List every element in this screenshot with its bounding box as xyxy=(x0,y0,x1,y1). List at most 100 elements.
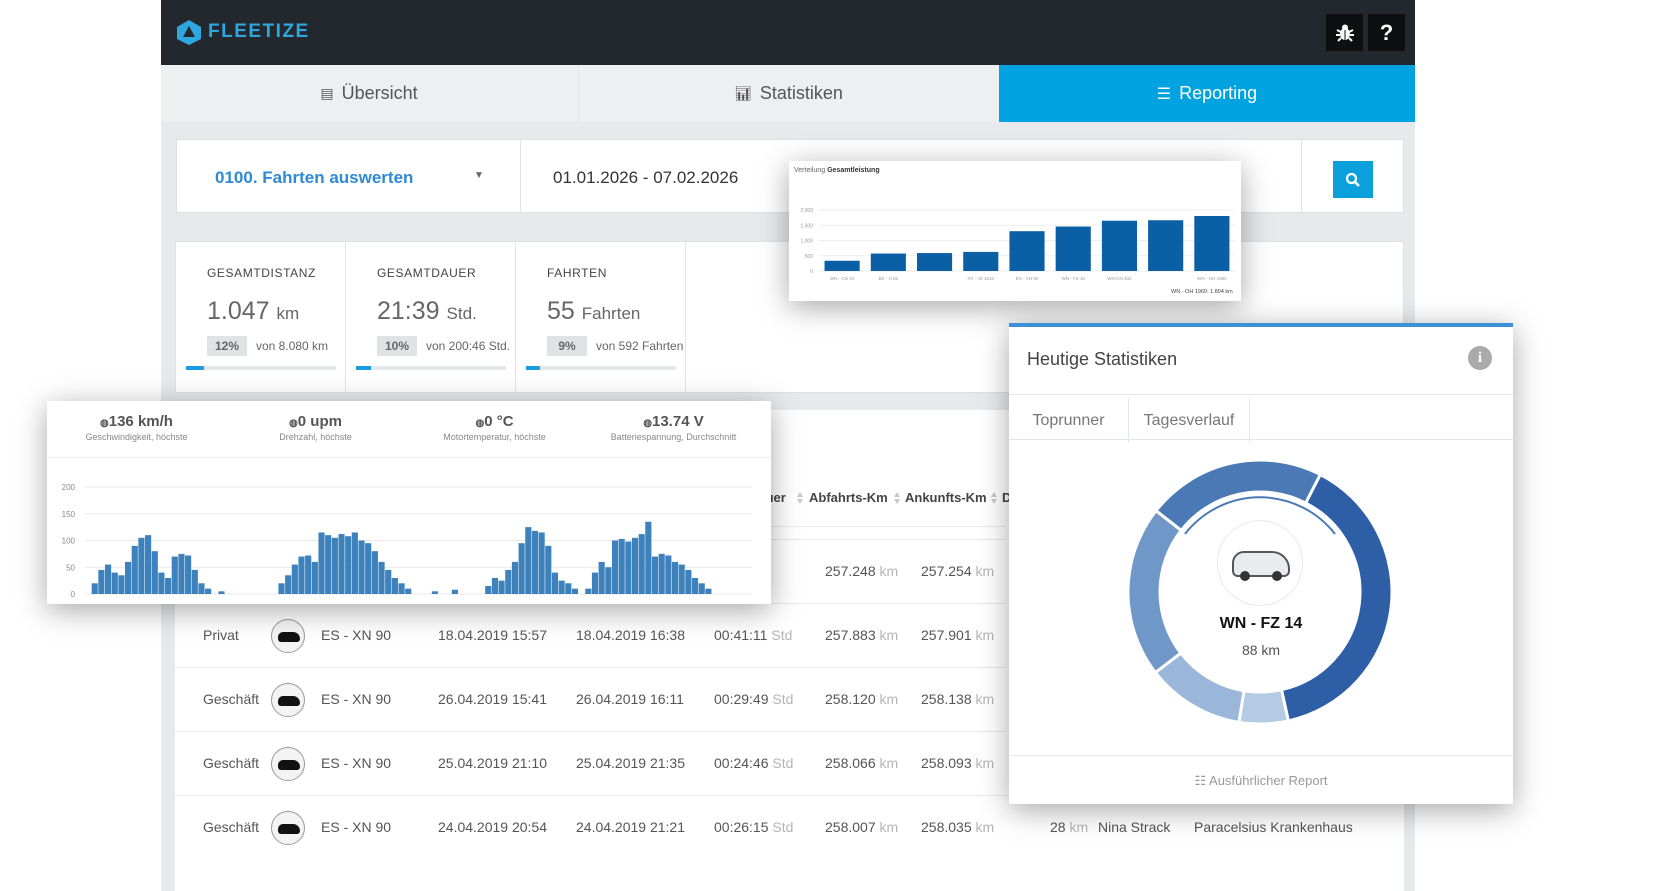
table-row[interactable]: Geschäft ES - XN 90 24.04.2019 20:54 24.04.… xyxy=(175,795,1404,859)
y-tick-label: 500 xyxy=(805,254,814,260)
speed-bar xyxy=(585,588,592,594)
distance: 28 km xyxy=(1050,819,1089,835)
column-header-arrival-km[interactable]: Ankunfts-Km xyxy=(905,490,987,505)
battery-icon: ◍ xyxy=(643,418,652,429)
tab-statistiken[interactable]: 📊︎ Statistiken xyxy=(578,65,998,122)
speed-bar xyxy=(491,577,499,594)
sort-icon[interactable] xyxy=(894,490,901,506)
arrival-km: 258.093 km xyxy=(921,755,995,771)
speed-bar xyxy=(685,569,692,594)
stat-label: GESAMTDAUER xyxy=(377,266,477,280)
brand-logo[interactable]: FLEETIZE xyxy=(208,21,310,42)
speed-bar xyxy=(218,591,225,594)
speed-bar xyxy=(331,537,338,594)
chevron-down-icon[interactable]: ▼ xyxy=(474,170,484,181)
speed-bar xyxy=(291,564,298,594)
vehicle-plate[interactable]: ES - XN 90 xyxy=(321,627,392,643)
speed-bar xyxy=(371,551,378,594)
donut-segment xyxy=(1279,472,1394,723)
vehicle-plate[interactable]: ES - XN 90 xyxy=(321,755,392,771)
speed-bar xyxy=(551,572,559,594)
donut-segment xyxy=(1126,508,1184,675)
date-range-input[interactable]: 01.01.2026 - 07.02.2026 xyxy=(553,168,739,187)
table-row[interactable]: Geschäft ES - XN 90 26.04.2019 15:41 26.04.… xyxy=(175,667,1005,731)
end-time: 24.04.2019 21:21 xyxy=(576,819,685,835)
speed-chart-popup: ◍136 km/h Geschwindigkeit, höchste ◍0 upm D… xyxy=(47,401,771,604)
departure-km: 257.248 km xyxy=(825,563,899,579)
tab-tagesverlauf[interactable]: Tagesverlauf xyxy=(1129,398,1250,443)
speed-bar xyxy=(678,564,685,594)
y-tick-label: 2,000 xyxy=(800,208,813,214)
info-icon[interactable]: i xyxy=(1468,346,1492,370)
stat-unit: km xyxy=(276,304,300,323)
panel-title: Heutige Statistiken xyxy=(1027,349,1178,369)
speed-bar xyxy=(358,540,365,594)
duration: 00:26:15 Std xyxy=(714,819,794,835)
sliders-icon: ☰ xyxy=(1156,85,1172,103)
trip-type: Geschäft xyxy=(203,755,260,771)
y-tick-label: 0 xyxy=(810,269,813,275)
speed-bar xyxy=(305,555,312,594)
duration: 00:41:11 Std xyxy=(714,627,793,643)
departure-km: 258.120 km xyxy=(825,691,899,707)
donut-segment xyxy=(1153,458,1323,533)
bar xyxy=(824,260,860,271)
stat-total-distance: GESAMTDISTANZ 1.047 km 12% von 8.080 km xyxy=(176,242,346,392)
speed-bar xyxy=(705,588,712,594)
stat-number: 21:39 xyxy=(377,297,440,325)
column-header-d[interactable]: D xyxy=(1002,490,1012,505)
stat-progress-bar xyxy=(356,366,506,370)
speed-bar xyxy=(625,541,632,594)
stat-trips: FAHRTEN 55 Fahrten 9% von 592 Fahrten xyxy=(516,242,686,392)
x-tick-label: NT - JS 1010 xyxy=(968,276,995,281)
stat-unit: Std. xyxy=(446,304,477,323)
speed-bar xyxy=(325,535,332,594)
selected-indicator xyxy=(1184,496,1336,535)
column-header-departure-km[interactable]: Abfahrts-Km xyxy=(809,490,888,505)
vehicle-image xyxy=(1217,520,1303,606)
speed-bar xyxy=(651,556,659,594)
stat-of: von 200:46 Std. xyxy=(426,339,511,353)
speed-bar xyxy=(671,561,679,594)
tab-uebersicht[interactable]: ▤ Übersicht xyxy=(161,65,577,122)
table-row[interactable]: Privat ES - XN 90 18.04.2019 15:57 18.04.20… xyxy=(175,603,1005,667)
vehicle-distance: 88 km xyxy=(1241,642,1281,658)
sort-icon[interactable] xyxy=(991,490,998,506)
tab-reporting[interactable]: ☰ Reporting xyxy=(999,65,1415,122)
chart-title: Verteilung Gesamtleistung xyxy=(794,167,880,174)
speed-bar xyxy=(351,532,358,594)
bug-report-button[interactable] xyxy=(1326,14,1363,51)
vehicle-plate[interactable]: ES - XN 90 xyxy=(321,819,392,835)
top-bar: FLEETIZE ? xyxy=(161,0,1415,65)
destination: Paracelsius Krankenhaus xyxy=(1194,819,1353,835)
kpi-1: ◍0 upm Drehzahl, höchste xyxy=(279,413,352,442)
speed-bar xyxy=(525,527,532,594)
help-button[interactable]: ? xyxy=(1368,14,1405,51)
stat-progress-bar xyxy=(526,366,676,370)
vehicle-plate[interactable]: ES - XN 90 xyxy=(321,691,392,707)
speed-bar xyxy=(498,580,505,594)
speed-bar xyxy=(298,556,305,594)
x-tick-label: WN-CN 332 xyxy=(1107,276,1132,281)
speed-bar xyxy=(611,540,619,594)
report-select[interactable]: 0100. Fahrten auswerten xyxy=(215,168,414,187)
speed-bar xyxy=(518,543,525,594)
bug-icon xyxy=(1335,24,1354,42)
divider xyxy=(47,457,771,458)
start-time: 25.04.2019 21:10 xyxy=(438,755,547,771)
speed-bar xyxy=(125,561,132,594)
search-button[interactable] xyxy=(1333,161,1373,198)
detailed-report-link[interactable]: ☷ Ausführlicher Report xyxy=(1194,773,1328,788)
speed-bar xyxy=(398,583,405,594)
tab-toprunner[interactable]: Toprunner xyxy=(1009,398,1129,443)
speed-bar xyxy=(165,577,172,594)
distribution-bar-chart: 0 500 1,000 1,500 2,000 WN - CN 24 BK - H 82 NT… xyxy=(800,208,1235,295)
x-tick-label: BK - H 82 xyxy=(879,276,899,281)
bar xyxy=(1194,215,1230,271)
tab-label: Statistiken xyxy=(759,83,843,103)
table-row[interactable]: Geschäft ES - XN 90 25.04.2019 21:10 25.04.… xyxy=(175,731,1005,795)
duration: 00:24:46 Std xyxy=(714,755,794,771)
start-time: 24.04.2019 20:54 xyxy=(438,819,547,835)
sort-icon[interactable] xyxy=(797,490,804,506)
car-icon xyxy=(271,747,305,781)
